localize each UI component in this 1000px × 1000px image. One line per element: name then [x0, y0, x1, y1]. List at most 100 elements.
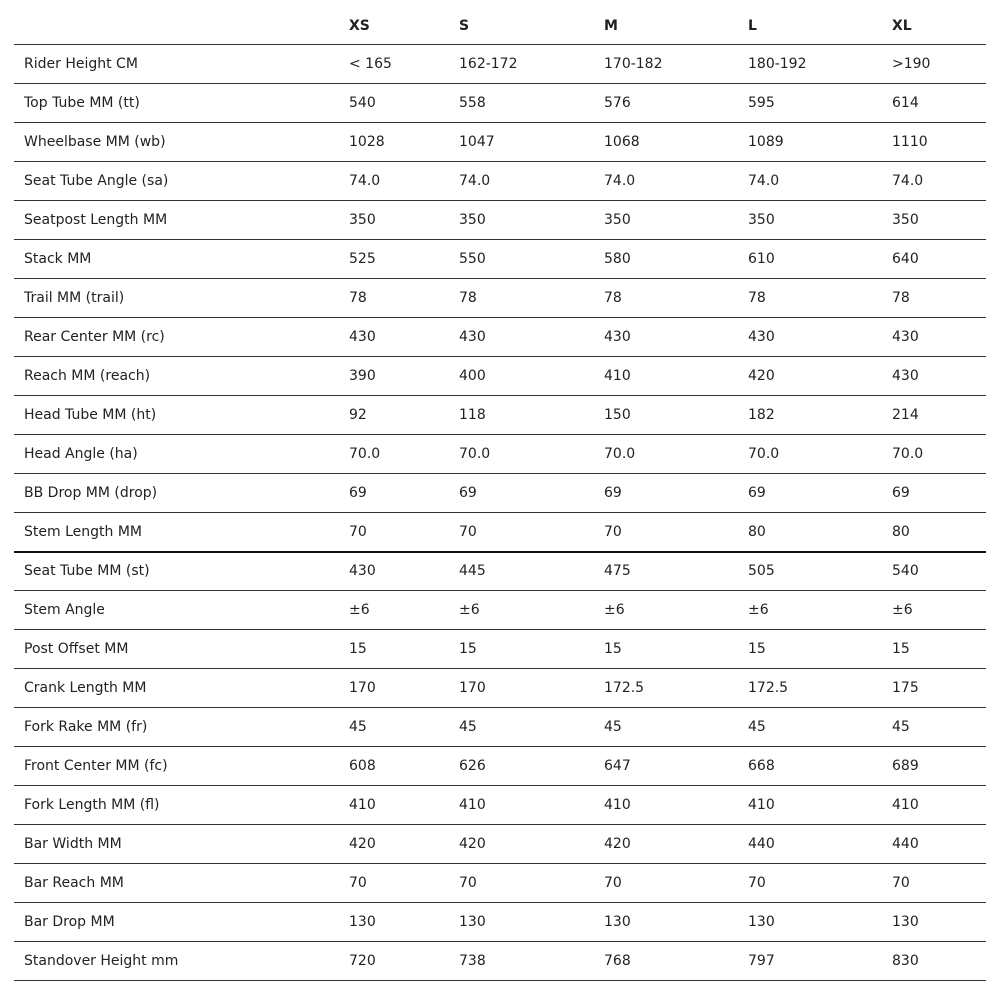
row-rule — [14, 83, 986, 84]
cell-value: 1089 — [748, 134, 784, 150]
cell-value: 410 — [604, 368, 631, 384]
cell-value: 689 — [892, 758, 919, 774]
cell-value: 70 — [604, 875, 622, 891]
column-header: S — [459, 18, 470, 34]
row-rule — [14, 356, 986, 357]
cell-value: 614 — [892, 95, 919, 111]
row-rule — [14, 590, 986, 591]
cell-value: 70 — [892, 875, 910, 891]
row-rule — [14, 512, 986, 513]
row-rule — [14, 317, 986, 318]
cell-value: 576 — [604, 95, 631, 111]
cell-value: 78 — [892, 290, 910, 306]
row-label: Rear Center MM (rc) — [24, 329, 165, 345]
cell-value: 70.0 — [349, 446, 381, 462]
cell-value: 172.5 — [748, 680, 789, 696]
cell-value: 610 — [748, 251, 775, 267]
row-label: Standover Height mm — [24, 953, 179, 969]
cell-value: 410 — [604, 797, 631, 813]
row-label: Reach MM (reach) — [24, 368, 151, 384]
row-rule — [14, 629, 986, 630]
cell-value: 150 — [604, 407, 631, 423]
cell-value: 69 — [604, 485, 622, 501]
cell-value: < 165 — [349, 56, 392, 72]
cell-value: 69 — [459, 485, 477, 501]
row-label: Trail MM (trail) — [24, 290, 125, 306]
cell-value: 797 — [748, 953, 775, 969]
cell-value: 15 — [349, 641, 367, 657]
row-rule — [14, 473, 986, 474]
row-rule — [14, 122, 986, 123]
cell-value: 45 — [604, 719, 622, 735]
cell-value: ±6 — [892, 602, 913, 618]
row-rule — [14, 239, 986, 240]
cell-value: 540 — [892, 563, 919, 579]
row-label: Seat Tube MM (st) — [24, 563, 150, 579]
cell-value: 738 — [459, 953, 486, 969]
row-rule — [14, 863, 986, 864]
cell-value: 350 — [349, 212, 376, 228]
cell-value: 580 — [604, 251, 631, 267]
row-label: Stem Length MM — [24, 524, 142, 540]
cell-value: 430 — [604, 329, 631, 345]
cell-value: 1028 — [349, 134, 385, 150]
column-header: XL — [892, 18, 912, 34]
cell-value: 350 — [459, 212, 486, 228]
cell-value: 69 — [748, 485, 766, 501]
row-label: Stem Angle — [24, 602, 105, 618]
row-label: Post Offset MM — [24, 641, 129, 657]
cell-value: 430 — [892, 368, 919, 384]
row-label: BB Drop MM (drop) — [24, 485, 158, 501]
column-header: M — [604, 18, 618, 34]
cell-value: 170 — [349, 680, 376, 696]
row-rule — [14, 161, 986, 162]
cell-value: 180-192 — [748, 56, 807, 72]
cell-value: 172.5 — [604, 680, 645, 696]
cell-value: 550 — [459, 251, 486, 267]
cell-value: 420 — [459, 836, 486, 852]
row-rule — [14, 824, 986, 825]
cell-value: 626 — [459, 758, 486, 774]
cell-value: 430 — [349, 329, 376, 345]
cell-value: 15 — [892, 641, 910, 657]
row-label: Bar Reach MM — [24, 875, 124, 891]
cell-value: 640 — [892, 251, 919, 267]
cell-value: 70.0 — [604, 446, 636, 462]
cell-value: 69 — [349, 485, 367, 501]
cell-value: 558 — [459, 95, 486, 111]
row-label: Crank Length MM — [24, 680, 147, 696]
cell-value: 70.0 — [748, 446, 780, 462]
cell-value: 45 — [459, 719, 477, 735]
cell-value: 647 — [604, 758, 631, 774]
cell-value: 830 — [892, 953, 919, 969]
cell-value: 182 — [748, 407, 775, 423]
row-rule — [14, 434, 986, 435]
cell-value: 74.0 — [459, 173, 491, 189]
cell-value: 130 — [748, 914, 775, 930]
cell-value: 162-172 — [459, 56, 518, 72]
cell-value: 170-182 — [604, 56, 663, 72]
cell-value: 80 — [892, 524, 910, 540]
cell-value: 15 — [459, 641, 477, 657]
row-label: Fork Rake MM (fr) — [24, 719, 148, 735]
cell-value: 608 — [349, 758, 376, 774]
cell-value: 475 — [604, 563, 631, 579]
cell-value: 70.0 — [459, 446, 491, 462]
cell-value: 70 — [604, 524, 622, 540]
cell-value: 445 — [459, 563, 486, 579]
cell-value: 130 — [892, 914, 919, 930]
row-label: Head Tube MM (ht) — [24, 407, 157, 423]
cell-value: 540 — [349, 95, 376, 111]
cell-value: 410 — [892, 797, 919, 813]
cell-value: 130 — [459, 914, 486, 930]
row-rule — [14, 746, 986, 747]
column-header: L — [748, 18, 757, 34]
cell-value: ±6 — [748, 602, 769, 618]
cell-value: 45 — [892, 719, 910, 735]
cell-value: 350 — [604, 212, 631, 228]
cell-value: 70 — [459, 524, 477, 540]
cell-value: 70 — [748, 875, 766, 891]
cell-value: 92 — [349, 407, 367, 423]
cell-value: 440 — [748, 836, 775, 852]
